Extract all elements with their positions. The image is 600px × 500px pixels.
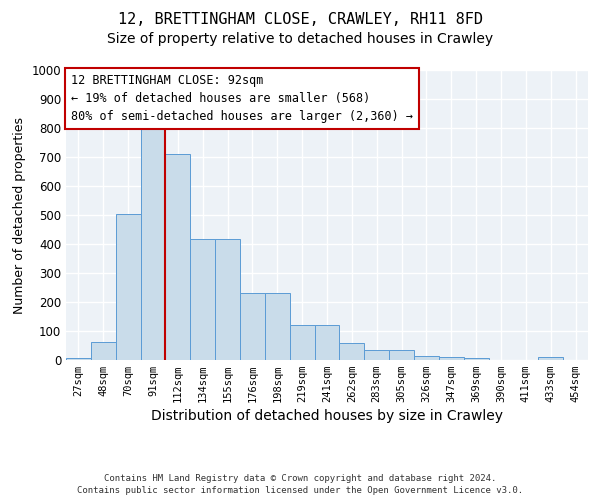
Bar [464, 358, 488, 360]
Bar [190, 239, 215, 360]
Bar [265, 294, 290, 360]
Bar [538, 357, 563, 360]
Bar [91, 342, 116, 360]
Y-axis label: Number of detached properties: Number of detached properties [13, 116, 26, 314]
Bar [140, 120, 166, 360]
Bar [314, 325, 340, 360]
Bar [116, 214, 140, 360]
Bar [240, 294, 265, 360]
Bar [340, 343, 364, 360]
Bar [215, 239, 240, 360]
Bar [66, 358, 91, 360]
Bar [290, 325, 314, 360]
Bar [364, 350, 389, 360]
Text: Contains HM Land Registry data © Crown copyright and database right 2024.
Contai: Contains HM Land Registry data © Crown c… [77, 474, 523, 495]
Bar [389, 350, 414, 360]
Text: 12 BRETTINGHAM CLOSE: 92sqm
← 19% of detached houses are smaller (568)
80% of se: 12 BRETTINGHAM CLOSE: 92sqm ← 19% of det… [71, 74, 413, 124]
Text: 12, BRETTINGHAM CLOSE, CRAWLEY, RH11 8FD: 12, BRETTINGHAM CLOSE, CRAWLEY, RH11 8FD [118, 12, 482, 28]
Bar [414, 356, 439, 360]
Bar [166, 154, 190, 360]
Text: Size of property relative to detached houses in Crawley: Size of property relative to detached ho… [107, 32, 493, 46]
Bar [439, 356, 464, 360]
X-axis label: Distribution of detached houses by size in Crawley: Distribution of detached houses by size … [151, 410, 503, 424]
